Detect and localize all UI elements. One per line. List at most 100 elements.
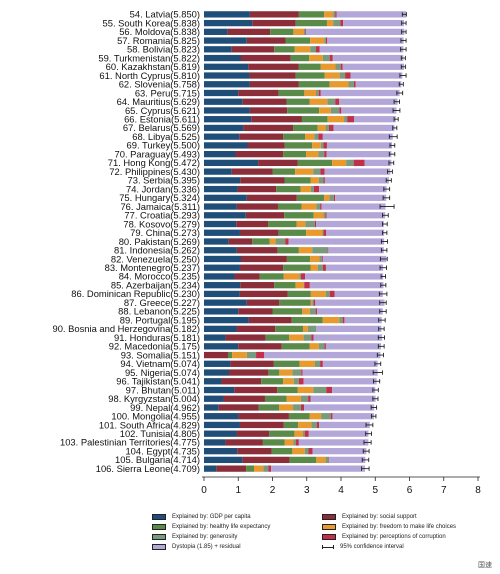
y-tick-label-45: 99. Nepal(4.962) xyxy=(130,402,200,413)
bar-segment-5-37 xyxy=(311,334,314,341)
bar-segment-1-50 xyxy=(237,448,272,455)
bar-segment-1-35 xyxy=(248,316,292,324)
bar-segment-4-0 xyxy=(333,11,336,18)
bar-segment-2-26 xyxy=(252,238,270,245)
bar-segment-0-1 xyxy=(204,19,253,27)
bar-segment-5-20 xyxy=(313,185,320,193)
bar-segment-2-6 xyxy=(298,63,321,70)
bar-segment-1-34 xyxy=(238,308,273,315)
bar-segment-4-41 xyxy=(292,369,302,376)
bar-segment-0-18 xyxy=(204,168,232,175)
bar-segment-2-13 xyxy=(293,124,318,132)
bar-segment-0-11 xyxy=(204,107,250,114)
bar-segment-0-45 xyxy=(204,404,219,411)
bar-segment-4-13 xyxy=(325,124,330,132)
ci-whisker-13 xyxy=(392,125,398,131)
bar-segment-2-17 xyxy=(297,159,333,167)
x-tick-label-6: 6 xyxy=(407,485,413,496)
bar-segment-4-15 xyxy=(320,142,324,149)
bar-segment-6-41 xyxy=(302,369,378,376)
bar-segment-2-43 xyxy=(277,386,298,394)
y-tick-label-42: 96. Tajikistan(5.041) xyxy=(116,376,200,387)
ci-whisker-26 xyxy=(380,239,389,244)
bar-segment-6-1 xyxy=(343,19,405,27)
y-tick-label-36: 90. Bosnia and Herzegovina(5.182) xyxy=(53,323,201,334)
bar-segment-1-38 xyxy=(238,343,282,350)
bar-segment-2-42 xyxy=(261,378,284,385)
bar-segment-1-39 xyxy=(204,351,228,359)
bar-segment-1-14 xyxy=(239,133,284,140)
y-tick-label-49: 103. Palestinian Territories(4.775) xyxy=(60,437,200,448)
y-tick-label-44: 98. Kyrgyzstan(5.004) xyxy=(108,393,200,404)
bar-segment-5-27 xyxy=(327,247,329,254)
bar-segment-3-24 xyxy=(296,220,306,228)
ci-whisker-31 xyxy=(380,282,387,288)
bar-segment-2-9 xyxy=(278,89,305,97)
bar-segment-2-18 xyxy=(272,168,296,175)
bar-segment-4-19 xyxy=(318,177,324,184)
bar-segment-4-47 xyxy=(311,421,318,429)
bar-segment-4-1 xyxy=(333,19,341,27)
bar-segment-1-2 xyxy=(227,28,271,35)
bar-segment-6-33 xyxy=(315,299,385,306)
bar-segment-5-22 xyxy=(320,203,322,210)
bar-segment-0-31 xyxy=(204,282,241,289)
bar-segment-5-34 xyxy=(315,308,318,315)
legend-label-social: Explained by: social support xyxy=(342,514,417,520)
bar-segment-0-17 xyxy=(204,159,259,167)
bar-segment-5-39 xyxy=(256,351,265,359)
bar-segment-6-7 xyxy=(350,72,403,79)
bar-segment-4-50 xyxy=(304,448,309,455)
y-tick-label-24: 78. Kosovo(5.279) xyxy=(123,218,200,229)
bar-segment-2-19 xyxy=(284,177,311,184)
legend-item-corruption: Explained by: perceptions of corruption xyxy=(322,534,446,540)
ci-whisker-28 xyxy=(379,256,388,262)
bar-segment-3-17 xyxy=(332,159,347,167)
bar-segment-4-45 xyxy=(293,404,301,411)
y-tick-label-6: 60. Kazakhstan(5.819) xyxy=(106,61,200,72)
bar-segment-3-28 xyxy=(310,255,320,263)
bar-segment-0-14 xyxy=(204,133,240,140)
ci-whisker-2 xyxy=(401,29,407,35)
bar-segment-4-9 xyxy=(315,89,319,97)
bar-segment-6-27 xyxy=(328,247,384,254)
bar-segment-5-30 xyxy=(300,273,306,280)
bar-segment-2-14 xyxy=(283,133,306,140)
ci-whisker-49 xyxy=(363,440,372,445)
bar-segment-3-9 xyxy=(304,89,316,97)
bar-segment-5-14 xyxy=(318,133,323,140)
bar-segment-6-17 xyxy=(364,159,392,167)
ci-whisker-37 xyxy=(377,335,385,340)
bar-segment-3-39 xyxy=(232,351,247,359)
bar-segment-3-31 xyxy=(295,282,304,289)
bar-segment-2-27 xyxy=(277,247,299,254)
bar-segment-2-20 xyxy=(276,185,301,193)
bar-segment-2-28 xyxy=(286,255,311,263)
bar-segment-4-48 xyxy=(302,430,305,437)
bar-segment-4-7 xyxy=(339,72,346,79)
legend-item-health: Explained by: healthy life expectancy xyxy=(152,524,270,530)
bar-segment-2-21 xyxy=(296,194,325,201)
bar-segment-4-22 xyxy=(316,203,321,210)
ci-whisker-25 xyxy=(381,230,388,235)
legend-item-gdp: Explained by: GDP per capita xyxy=(152,514,251,520)
ci-whisker-27 xyxy=(380,248,388,253)
bar-segment-6-43 xyxy=(332,386,376,394)
legend-swatch-gdp xyxy=(152,514,166,520)
bar-segment-6-50 xyxy=(312,448,367,455)
bar-segment-4-8 xyxy=(348,81,355,88)
confidence-interval-icon xyxy=(322,545,334,549)
bar-segment-0-46 xyxy=(204,413,239,420)
bar-segment-0-13 xyxy=(204,124,244,132)
bar-segment-2-22 xyxy=(277,203,302,210)
ci-whisker-46 xyxy=(371,414,377,419)
y-tick-label-16: 70. Paraguay(5.493) xyxy=(115,148,200,159)
bar-segment-1-12 xyxy=(251,116,302,123)
y-tick-label-18: 72. Philippines(5.430) xyxy=(109,166,200,177)
bar-segment-5-21 xyxy=(333,194,336,201)
bar-segment-3-22 xyxy=(301,203,317,210)
y-tick-label-2: 56. Moldova(5.838) xyxy=(119,26,200,37)
bar-segment-4-18 xyxy=(313,168,321,175)
bar-segment-0-5 xyxy=(204,54,241,62)
